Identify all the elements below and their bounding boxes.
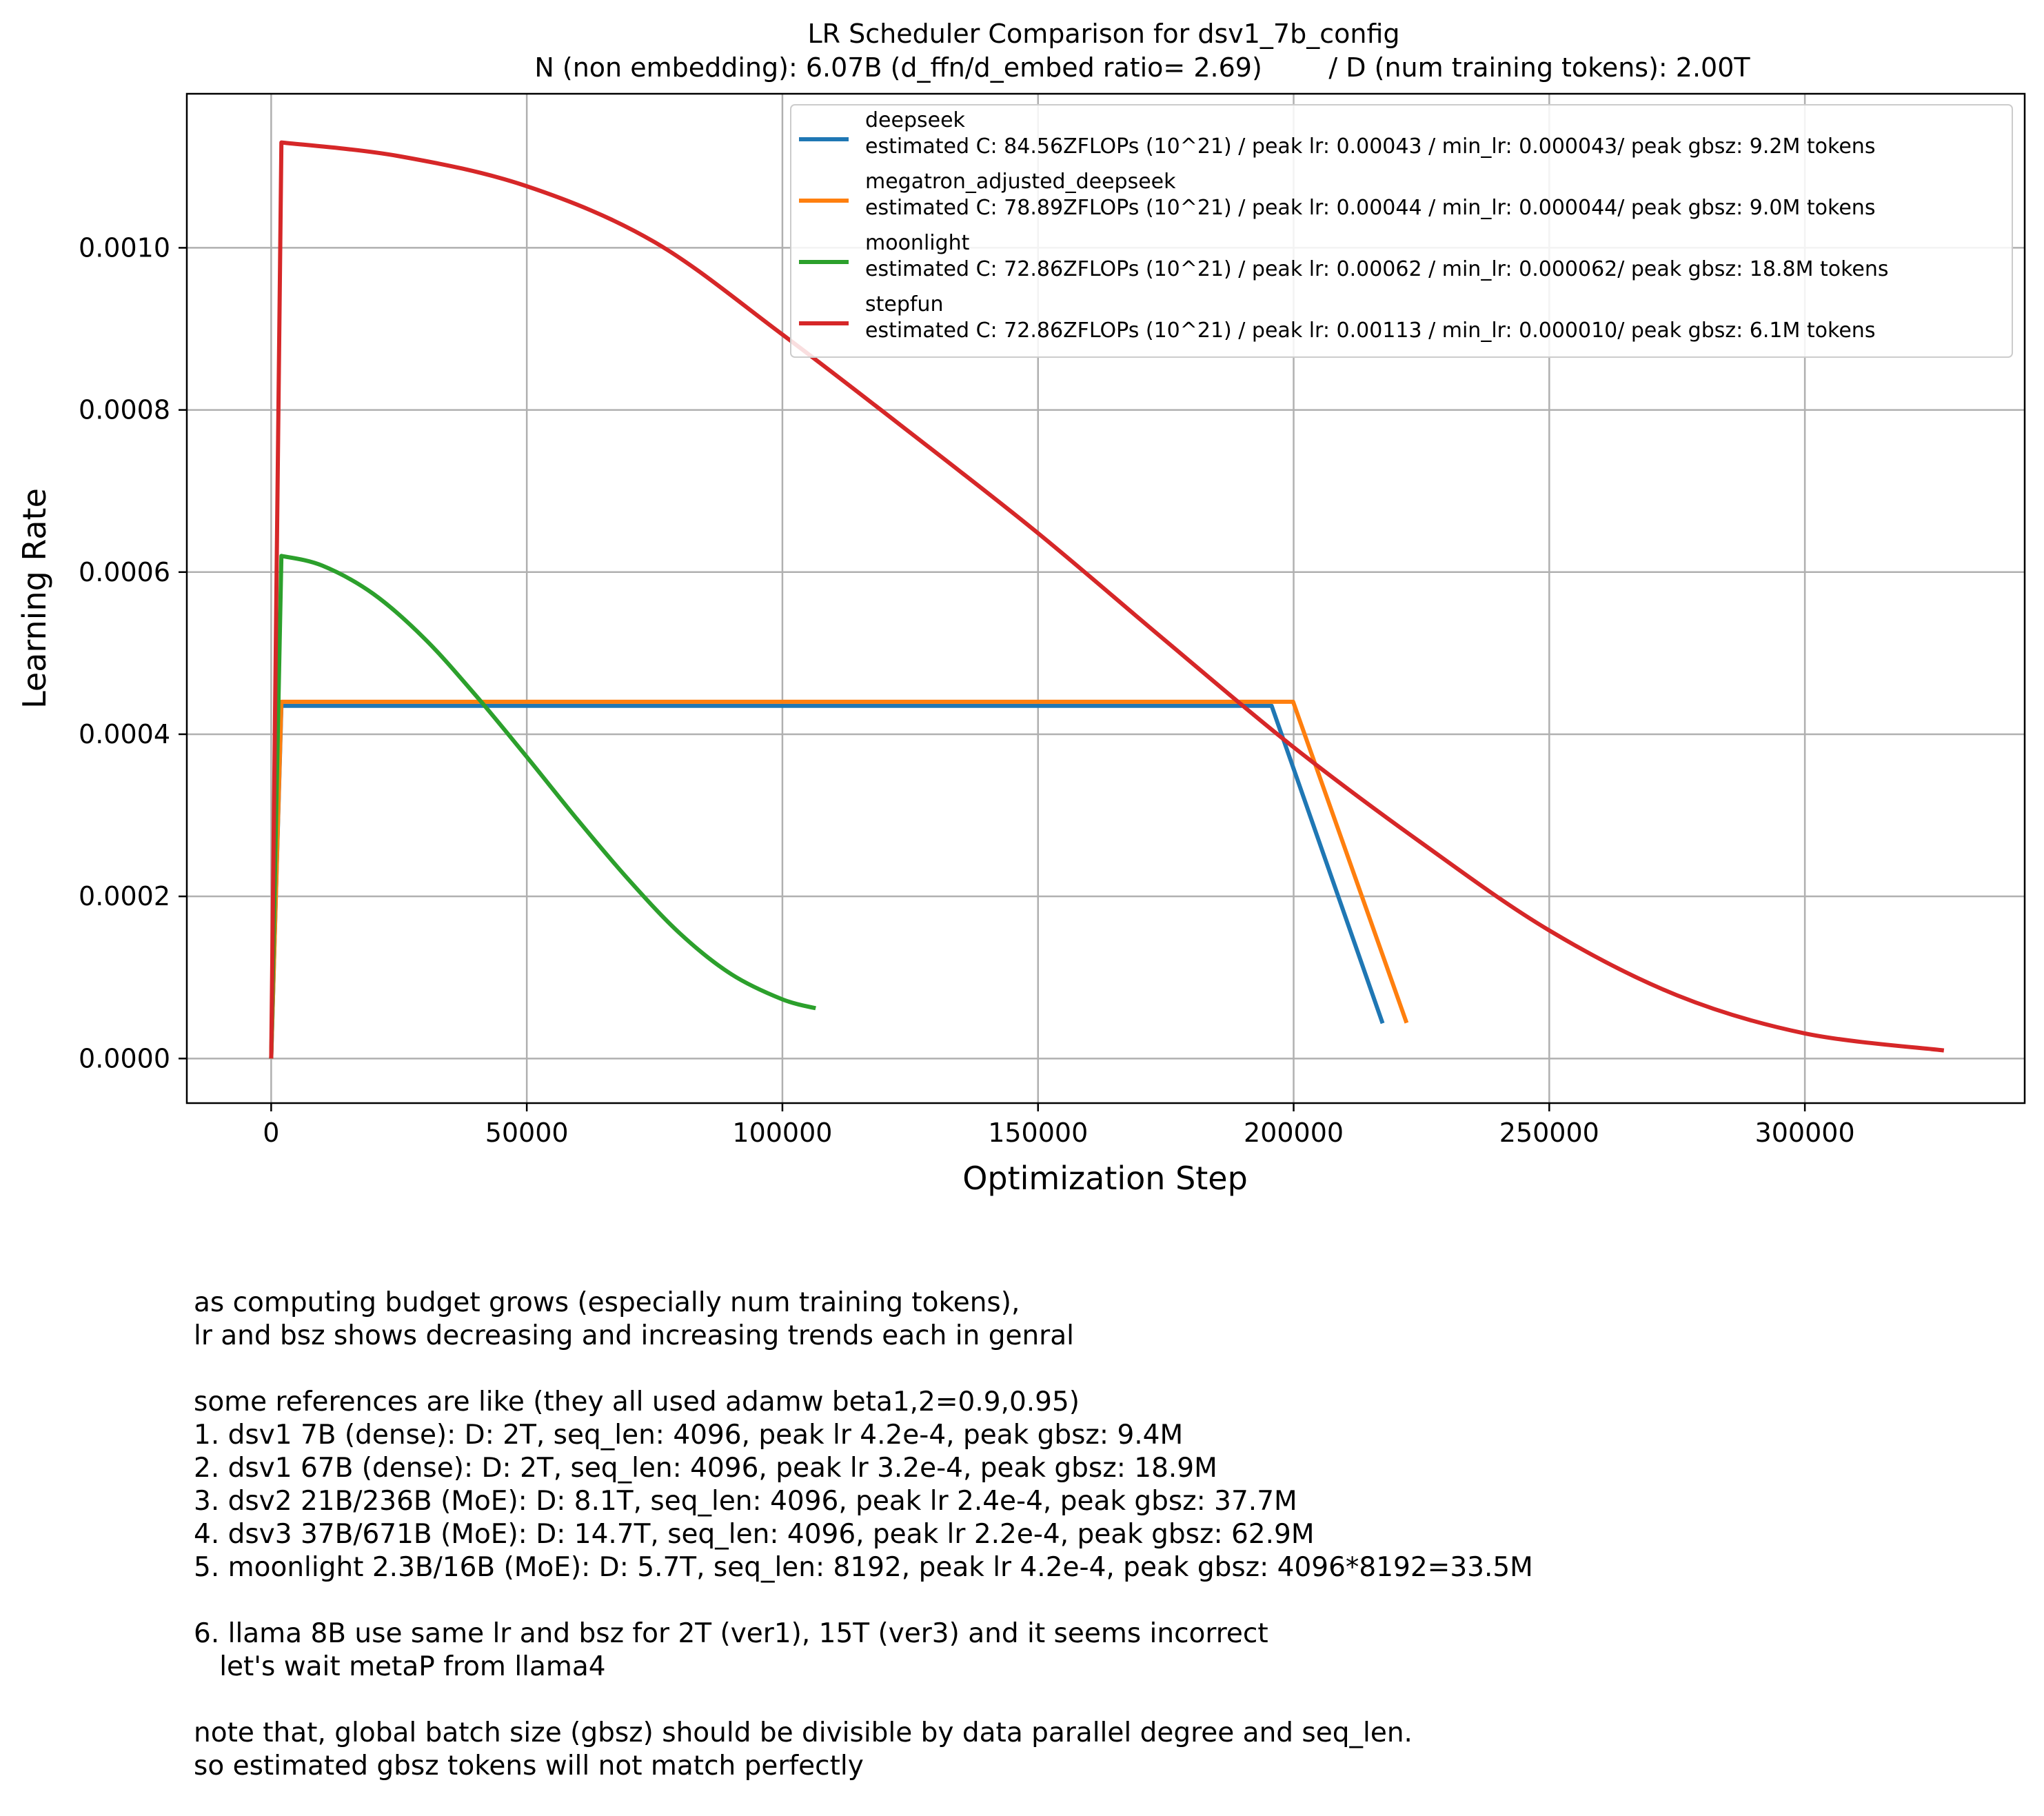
y-tick-label: 0.0006 — [79, 557, 170, 587]
series-lines — [269, 140, 1945, 1059]
legend-series-name: deepseek — [865, 108, 966, 132]
note-line: lr and bsz shows decreasing and increasi… — [194, 1320, 1074, 1351]
note-line: note that, global batch size (gbsz) shou… — [194, 1717, 1413, 1748]
chart-title: LR Scheduler Comparison for dsv1_7b_conf… — [807, 19, 1399, 49]
note-line — [194, 1684, 1533, 1717]
lr-scheduler-chart: LR Scheduler Comparison for dsv1_7b_conf… — [16, 19, 2026, 1197]
y-tick-label: 0.0002 — [79, 881, 170, 911]
series-line-megatron-adjusted-deepseek — [269, 699, 1409, 1059]
note-line: 1. dsv1 7B (dense): D: 2T, seq_len: 4096… — [194, 1420, 1184, 1451]
note-line: as computing budget grows (especially nu… — [194, 1287, 1020, 1318]
note-line: so estimated gbsz tokens will not match … — [194, 1751, 864, 1782]
legend-series-description: estimated C: 72.86ZFLOPs (10^21) / peak … — [865, 319, 1875, 343]
note-line: 3. dsv2 21B/236B (MoE): D: 8.1T, seq_len… — [194, 1486, 1297, 1517]
series-line-stepfun — [269, 140, 1945, 1059]
y-tick-label: 0.0000 — [79, 1043, 170, 1073]
y-tick-label: 0.0010 — [79, 232, 170, 263]
x-tick-label: 200000 — [1244, 1118, 1344, 1148]
legend-series-name: stepfun — [865, 292, 943, 316]
legend-series-description: estimated C: 84.56ZFLOPs (10^21) / peak … — [865, 134, 1875, 159]
note-line: 4. dsv3 37B/671B (MoE): D: 14.7T, seq_le… — [194, 1519, 1315, 1550]
legend-box — [790, 104, 2013, 358]
legend-series-name: megatron_adjusted_deepseek — [865, 170, 1176, 194]
series-line-deepseek — [269, 703, 1385, 1059]
notes-text-block: as computing budget grows (especially nu… — [194, 1287, 1533, 1783]
legend-series-description: estimated C: 72.86ZFLOPs (10^21) / peak … — [865, 257, 1889, 281]
legend-series-name: moonlight — [865, 231, 970, 255]
y-tick-label: 0.0004 — [79, 719, 170, 749]
x-tick-label: 50000 — [485, 1118, 569, 1148]
note-line: 5. moonlight 2.3B/16B (MoE): D: 5.7T, se… — [194, 1552, 1533, 1583]
chart-subtitle: N (non embedding): 6.07B (d_ffn/d_embed … — [534, 52, 1750, 83]
note-line: 2. dsv1 67B (dense): D: 2T, seq_len: 409… — [194, 1453, 1217, 1484]
note-line: some references are like (they all used … — [194, 1386, 1080, 1418]
note-line — [194, 1584, 1533, 1617]
axis-ticks: 0 50000 100000 150000 200000 250000 300000 0.00… — [79, 232, 1855, 1148]
x-axis-label: Optimization Step — [962, 1160, 1248, 1197]
note-line: let's wait metaP from llama4 — [194, 1651, 606, 1682]
note-line: 6. llama 8B use same lr and bsz for 2T (… — [194, 1618, 1268, 1649]
x-tick-label: 0 — [263, 1118, 279, 1148]
y-tick-label: 0.0008 — [79, 395, 170, 425]
y-axis-label: Learning Rate — [16, 488, 53, 709]
x-tick-label: 250000 — [1499, 1118, 1599, 1148]
x-tick-label: 100000 — [732, 1118, 832, 1148]
note-line — [194, 1353, 1533, 1386]
legend-series-description: estimated C: 78.89ZFLOPs (10^21) / peak … — [865, 196, 1875, 220]
x-tick-label: 150000 — [988, 1118, 1088, 1148]
x-tick-label: 300000 — [1755, 1118, 1855, 1148]
series-line-moonlight — [269, 554, 816, 1059]
plot-frame — [185, 92, 2026, 1104]
